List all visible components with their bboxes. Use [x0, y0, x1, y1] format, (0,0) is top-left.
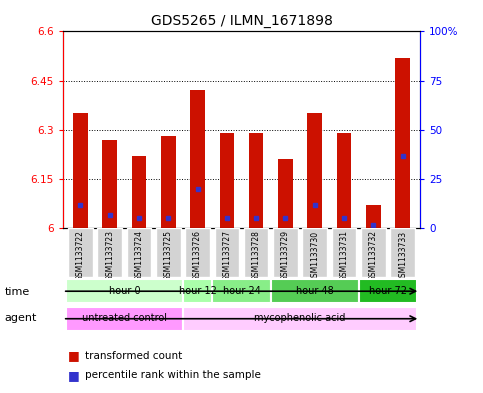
Text: hour 24: hour 24	[223, 286, 260, 296]
Bar	[307, 113, 322, 228]
FancyBboxPatch shape	[332, 228, 356, 277]
Bar	[366, 205, 381, 228]
FancyBboxPatch shape	[273, 228, 298, 277]
FancyBboxPatch shape	[66, 307, 183, 331]
FancyBboxPatch shape	[156, 228, 181, 277]
FancyBboxPatch shape	[359, 279, 417, 303]
Bar	[73, 113, 88, 228]
Text: GSM1133727: GSM1133727	[222, 230, 231, 281]
Text: GSM1133724: GSM1133724	[134, 230, 143, 281]
Text: GSM1133731: GSM1133731	[340, 230, 349, 281]
Text: GSM1133733: GSM1133733	[398, 230, 407, 281]
Text: GSM1133725: GSM1133725	[164, 230, 173, 281]
Text: hour 48: hour 48	[296, 286, 334, 296]
FancyBboxPatch shape	[214, 228, 239, 277]
Text: percentile rank within the sample: percentile rank within the sample	[85, 370, 260, 380]
FancyBboxPatch shape	[183, 279, 212, 303]
FancyBboxPatch shape	[244, 228, 269, 277]
FancyBboxPatch shape	[66, 279, 183, 303]
Text: hour 12: hour 12	[179, 286, 216, 296]
Text: ■: ■	[68, 369, 79, 382]
Text: hour 0: hour 0	[109, 286, 140, 296]
Text: ■: ■	[68, 349, 79, 362]
FancyBboxPatch shape	[361, 228, 385, 277]
Text: GSM1133726: GSM1133726	[193, 230, 202, 281]
Bar	[220, 133, 234, 228]
Bar	[132, 156, 146, 228]
Text: hour 72: hour 72	[369, 286, 407, 296]
FancyBboxPatch shape	[185, 228, 210, 277]
Title: GDS5265 / ILMN_1671898: GDS5265 / ILMN_1671898	[151, 14, 332, 28]
Bar	[337, 133, 351, 228]
FancyBboxPatch shape	[98, 228, 122, 277]
Bar	[102, 140, 117, 228]
FancyBboxPatch shape	[212, 279, 271, 303]
Bar	[249, 133, 263, 228]
Text: agent: agent	[5, 313, 37, 323]
Text: mycophenolic acid: mycophenolic acid	[255, 313, 346, 323]
Text: GSM1133728: GSM1133728	[252, 230, 261, 281]
FancyBboxPatch shape	[390, 228, 415, 277]
Text: GSM1133729: GSM1133729	[281, 230, 290, 281]
FancyBboxPatch shape	[68, 228, 93, 277]
Bar	[161, 136, 176, 228]
FancyBboxPatch shape	[302, 228, 327, 277]
Text: GSM1133723: GSM1133723	[105, 230, 114, 281]
FancyBboxPatch shape	[183, 307, 417, 331]
Bar	[395, 58, 410, 228]
FancyBboxPatch shape	[127, 228, 151, 277]
Text: GSM1133732: GSM1133732	[369, 230, 378, 281]
Text: transformed count: transformed count	[85, 351, 182, 361]
Bar	[278, 159, 293, 228]
Text: GSM1133722: GSM1133722	[76, 230, 85, 281]
Bar	[190, 90, 205, 228]
Text: GSM1133730: GSM1133730	[310, 230, 319, 281]
Text: untreated control: untreated control	[82, 313, 167, 323]
Text: time: time	[5, 286, 30, 297]
FancyBboxPatch shape	[271, 279, 359, 303]
